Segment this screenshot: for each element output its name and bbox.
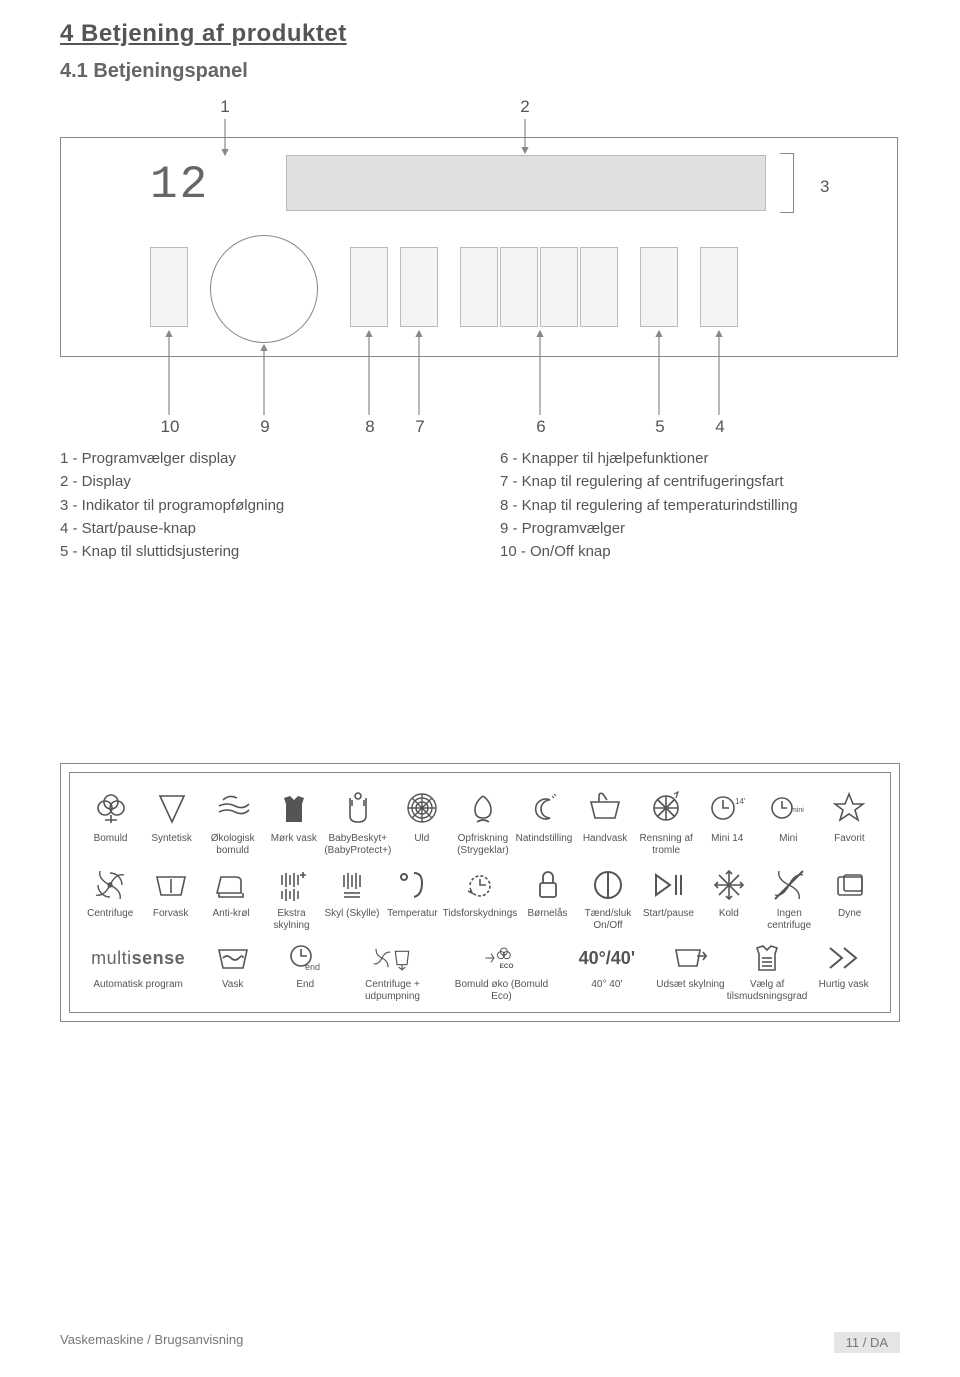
sym-uld: Uld <box>391 787 452 845</box>
svg-text:end: end <box>305 962 320 972</box>
panel-box-5 <box>640 247 678 327</box>
legend-item: 5 - Knap til sluttidsjustering <box>60 540 460 563</box>
sym-tidsforskydning: Tidsforskydnings <box>443 866 518 920</box>
page-footer: Vaskemaskine / Brugsanvisning 11 / DA <box>60 1332 900 1353</box>
sym-centrifuge: Centrifuge <box>80 866 140 920</box>
callout-3: 3 <box>820 177 829 197</box>
callout-8: 8 <box>355 417 385 437</box>
sym-hurtig-vask: Hurtig vask <box>807 941 880 991</box>
symbol-row-2: Centrifuge Forvask Anti-krøl Ekstra skyl… <box>80 866 880 931</box>
sym-mini: miniMini <box>758 787 819 845</box>
bracket-3 <box>780 153 794 213</box>
sym-end: endEnd <box>269 941 342 991</box>
legend-left: 1 - Programvælger display 2 - Display 3 … <box>60 447 460 563</box>
sym-skyl: Skyl (Skylle) <box>322 866 382 920</box>
panel-box-6a <box>460 247 498 327</box>
subsection-title: 4.1 Betjeningspanel <box>60 60 900 83</box>
program-dial <box>210 235 318 343</box>
sym-tandsluk: Tænd/sluk On/Off <box>578 866 638 931</box>
svg-text:ECO: ECO <box>500 963 514 970</box>
callout-10: 10 <box>155 417 185 437</box>
footer-left: Vaskemaskine / Brugsanvisning <box>60 1332 243 1353</box>
legend: 1 - Programvælger display 2 - Display 3 … <box>60 447 900 563</box>
legend-item: 8 - Knap til regulering af temperaturind… <box>500 494 900 517</box>
callout-7: 7 <box>405 417 435 437</box>
section-title: 4 Betjening af produktet <box>60 20 900 48</box>
callout-1: 1 <box>215 97 235 117</box>
legend-right: 6 - Knapper til hjælpefunktioner 7 - Kna… <box>500 447 900 563</box>
sym-mini14: 14'Mini 14 <box>697 787 758 845</box>
panel-box-10 <box>150 247 188 327</box>
svg-text:mini: mini <box>791 807 804 814</box>
sym-vask: Vask <box>196 941 269 991</box>
panel-box-6b <box>500 247 538 327</box>
legend-item: 2 - Display <box>60 470 460 493</box>
sym-40-40: 40°/40'40° 40' <box>560 941 654 991</box>
sym-babybeskyt: BabyBeskyt+ (BabyProtect+) <box>324 787 391 856</box>
sym-startpause: Start/pause <box>638 866 698 920</box>
sym-bomuld-eco: ECOBomuld øko (Bomuld Eco) <box>443 941 559 1002</box>
sym-mork-vask: Mørk vask <box>263 787 324 845</box>
sym-udsaet-skylning: Udsæt skylning <box>654 941 727 991</box>
sym-bomuld: Bomuld <box>80 787 141 845</box>
svg-text:14': 14' <box>735 797 746 806</box>
callout-9: 9 <box>250 417 280 437</box>
sym-bornelas: Børnelås <box>517 866 577 920</box>
control-panel-diagram: 1 2 12 3 10 9 8 7 6 5 4 <box>60 97 900 437</box>
sym-natindstilling: Natindstilling <box>513 787 574 845</box>
legend-item: 7 - Knap til regulering af centrifugerin… <box>500 470 900 493</box>
legend-item: 6 - Knapper til hjælpefunktioner <box>500 447 900 470</box>
lcd-display <box>286 155 766 211</box>
sym-multisense: multisenseAutomatisk program <box>80 941 196 991</box>
sym-favorit: Favorit <box>819 787 880 845</box>
sym-dyne: Dyne <box>819 866 879 920</box>
panel-box-7 <box>400 247 438 327</box>
panel-box-6c <box>540 247 578 327</box>
panel-box-6d <box>580 247 618 327</box>
panel-box-8 <box>350 247 388 327</box>
callout-4: 4 <box>705 417 735 437</box>
symbol-row-3: multisenseAutomatisk program Vask endEnd… <box>80 941 880 1002</box>
sym-forvask: Forvask <box>140 866 200 920</box>
sym-centrifuge-udpumpning: Centrifuge + udpumpning <box>342 941 444 1002</box>
sym-handvask: Handvask <box>575 787 636 845</box>
sym-rensning-tromle: Rensning af tromle <box>636 787 697 856</box>
legend-item: 4 - Start/pause-knap <box>60 517 460 540</box>
sym-ekstra-skylning: Ekstra skylning <box>261 866 321 931</box>
legend-item: 9 - Programvælger <box>500 517 900 540</box>
symbols-panel: Bomuld Syntetisk Økologisk bomuld Mørk v… <box>60 763 900 1022</box>
sym-syntetisk: Syntetisk <box>141 787 202 845</box>
sym-tilsmudsningsgrad: Vælg af tilsmudsningsgrad <box>727 941 808 1002</box>
symbols-inner: Bomuld Syntetisk Økologisk bomuld Mørk v… <box>69 772 891 1013</box>
symbol-row-1: Bomuld Syntetisk Økologisk bomuld Mørk v… <box>80 787 880 856</box>
panel-box-4 <box>700 247 738 327</box>
footer-page: 11 / DA <box>834 1332 900 1353</box>
display-digits: 12 <box>150 159 209 211</box>
sym-opfriskning: Opfriskning (Strygeklar) <box>452 787 513 856</box>
sym-okologisk: Økologisk bomuld <box>202 787 263 856</box>
legend-item: 3 - Indikator til programopfølgning <box>60 494 460 517</box>
callout-5: 5 <box>645 417 675 437</box>
sym-ingen-centrifuge: Ingen centrifuge <box>759 866 819 931</box>
callout-2: 2 <box>515 97 535 117</box>
sym-temperatur: Temperatur <box>382 866 442 920</box>
legend-item: 1 - Programvælger display <box>60 447 460 470</box>
legend-item: 10 - On/Off knap <box>500 540 900 563</box>
callout-6: 6 <box>526 417 556 437</box>
sym-kold: Kold <box>699 866 759 920</box>
sym-antikrol: Anti-krøl <box>201 866 261 920</box>
